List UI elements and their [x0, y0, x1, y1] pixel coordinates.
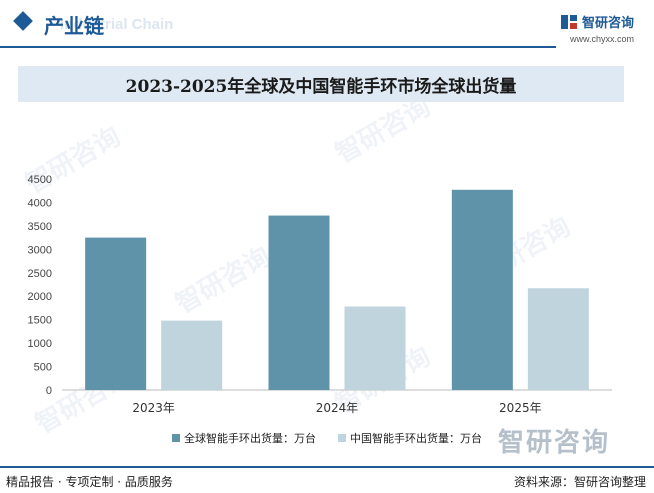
bar [161, 320, 223, 390]
brand-name: 智研咨询 [581, 16, 634, 31]
bar [268, 215, 330, 390]
legend-swatch [172, 434, 180, 442]
legend-label: 全球智能手环出货量：万台 [184, 432, 316, 445]
legend-label: 中国智能手环出货量：万台 [350, 432, 482, 445]
y-tick-label: 2000 [28, 291, 52, 303]
section-title: 产业链 [44, 14, 104, 38]
y-tick-label: 4500 [28, 174, 52, 186]
legend-item: 中国智能手环出货量：万台 [338, 430, 482, 446]
footer-source: 资料来源：智研咨询整理 [513, 475, 646, 489]
x-tick-label: 2024年 [316, 401, 359, 415]
chart-title-band: 2023-2025年全球及中国智能手环市场全球出货量 [18, 66, 624, 102]
y-tick-label: 1000 [28, 338, 52, 350]
header-divider [0, 46, 556, 48]
legend-swatch [338, 434, 346, 442]
brand-url: www.chyxx.com [569, 34, 634, 44]
bar [451, 189, 513, 390]
watermark-brand: 智研咨询 [498, 428, 611, 458]
bar [527, 288, 589, 390]
bar-chart: 0 500 1000 1500 2000 2500 3000 3500 4000 4500 2023… [28, 174, 612, 415]
y-tick-label: 2500 [28, 268, 52, 280]
bar [85, 237, 147, 390]
y-tick-label: 500 [34, 362, 52, 374]
x-tick-label: 2023年 [132, 401, 175, 415]
y-tick-label: 3500 [28, 221, 52, 233]
legend-item: 全球智能手环出货量：万台 [172, 430, 316, 446]
brand-logo-icon [560, 14, 577, 29]
chart-title: 2023-2025年全球及中国智能手环市场全球出货量 [125, 76, 517, 97]
x-tick-label: 2025年 [499, 401, 542, 415]
y-tick-label: 0 [46, 385, 52, 397]
chart-legend: 全球智能手环出货量：万台 中国智能手环出货量：万台 [0, 430, 654, 446]
y-tick-label: 1500 [28, 315, 52, 327]
y-tick-label: 4000 [28, 197, 52, 209]
brand: 智研咨询 [560, 12, 634, 31]
y-tick-label: 3000 [28, 244, 52, 256]
bar [344, 306, 406, 390]
footer-divider [0, 466, 654, 468]
footer: 精品报告 · 专项定制 · 品质服务 资料来源：智研咨询整理 [0, 466, 654, 493]
footer-tagline: 精品报告 · 专项定制 · 品质服务 [6, 475, 173, 489]
header: Industrial Chain 产业链 智研咨询 www.chyxx.com [0, 0, 654, 58]
